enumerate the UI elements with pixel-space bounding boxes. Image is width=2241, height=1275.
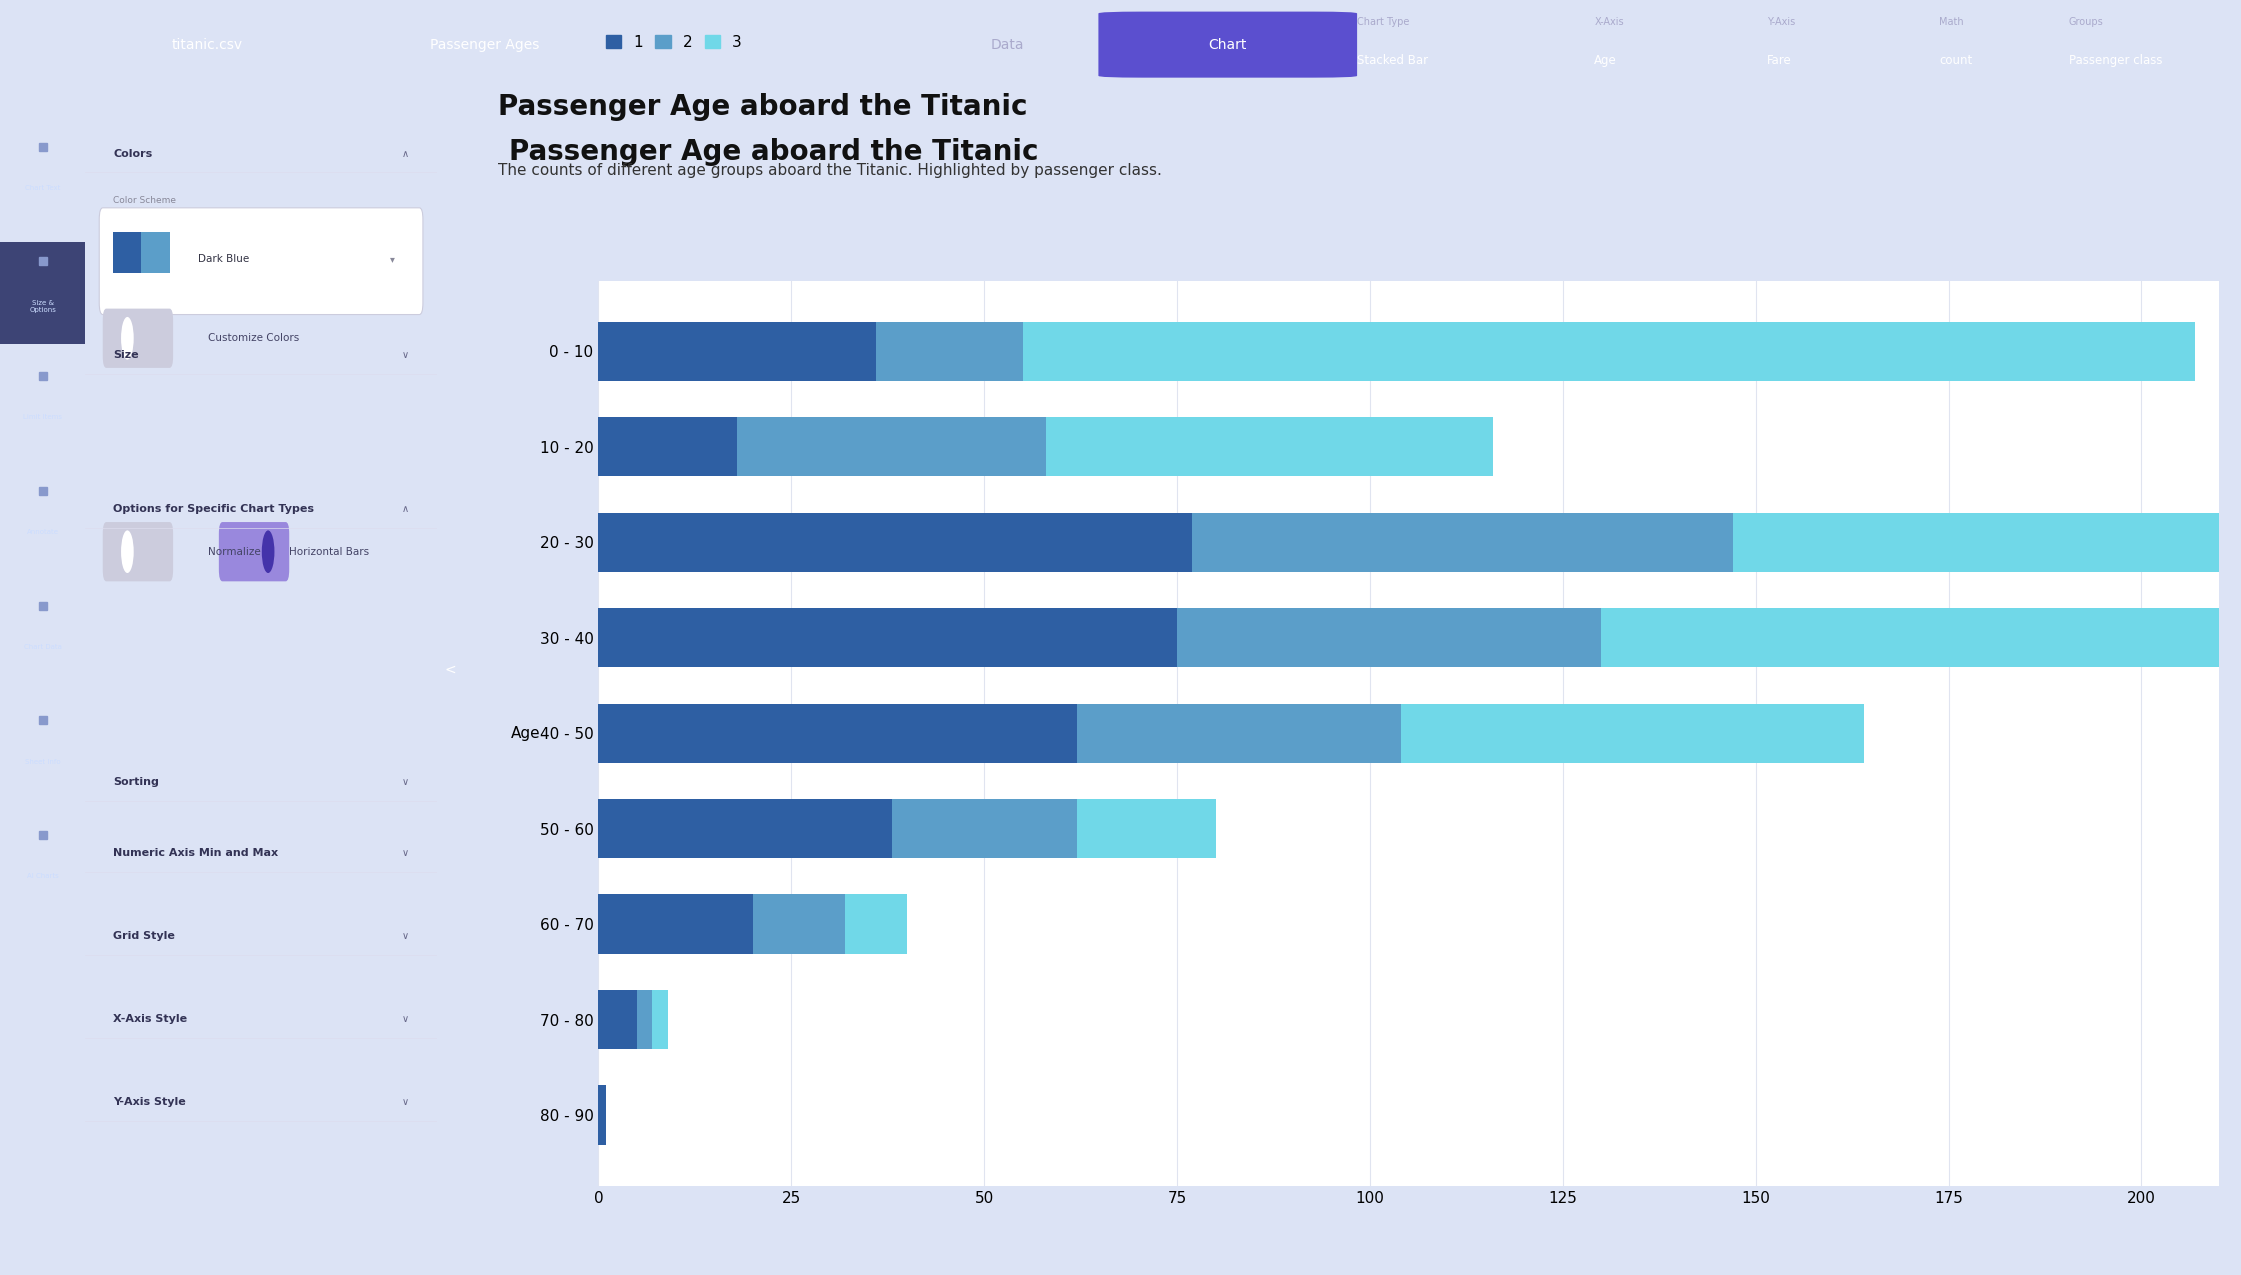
Text: Y-Axis Style: Y-Axis Style bbox=[114, 1096, 186, 1107]
FancyBboxPatch shape bbox=[99, 208, 424, 315]
Text: count: count bbox=[1938, 55, 1972, 68]
Text: ∨: ∨ bbox=[401, 931, 408, 941]
Text: Y-Axis: Y-Axis bbox=[1766, 18, 1795, 27]
Text: Numeric Axis Min and Max: Numeric Axis Min and Max bbox=[114, 848, 278, 858]
Circle shape bbox=[262, 530, 273, 572]
Bar bbox=[737, 417, 1047, 477]
Circle shape bbox=[121, 317, 134, 360]
Text: <: < bbox=[444, 663, 457, 676]
Text: Passenger class: Passenger class bbox=[2068, 55, 2163, 68]
Text: Passenger Age aboard the Titanic: Passenger Age aboard the Titanic bbox=[498, 93, 1026, 121]
Bar bbox=[1177, 608, 1602, 667]
Text: Passenger Age aboard the Titanic: Passenger Age aboard the Titanic bbox=[509, 138, 1038, 166]
Text: Sorting: Sorting bbox=[114, 776, 159, 787]
Bar bbox=[845, 895, 908, 954]
Bar bbox=[114, 232, 141, 273]
Text: titanic.csv: titanic.csv bbox=[170, 38, 242, 51]
Bar bbox=[598, 417, 737, 477]
Text: Stacked Bar: Stacked Bar bbox=[1358, 55, 1428, 68]
Text: Grid Style: Grid Style bbox=[114, 931, 175, 941]
Bar bbox=[598, 1085, 605, 1145]
Text: The counts of different age groups aboard the Titanic. Highlighted by passenger : The counts of different age groups aboar… bbox=[498, 163, 1161, 179]
Text: Chart Type: Chart Type bbox=[1358, 18, 1410, 27]
Bar bbox=[753, 895, 845, 954]
Bar bbox=[636, 989, 652, 1049]
Text: Passenger Ages: Passenger Ages bbox=[430, 38, 540, 51]
Bar bbox=[598, 608, 1177, 667]
Text: Math: Math bbox=[1938, 18, 1963, 27]
Text: Options for Specific Chart Types: Options for Specific Chart Types bbox=[114, 504, 314, 514]
Text: Dark Blue: Dark Blue bbox=[197, 254, 249, 264]
Text: ∨: ∨ bbox=[401, 1096, 408, 1107]
Bar bbox=[598, 895, 753, 954]
Bar bbox=[598, 321, 876, 381]
FancyBboxPatch shape bbox=[103, 521, 173, 581]
Text: Size: Size bbox=[114, 351, 139, 360]
Bar bbox=[598, 799, 892, 858]
Bar bbox=[892, 799, 1076, 858]
FancyBboxPatch shape bbox=[103, 309, 173, 368]
Bar bbox=[1076, 799, 1215, 858]
Text: Customize Colors: Customize Colors bbox=[208, 333, 300, 343]
Text: AI Charts: AI Charts bbox=[27, 873, 58, 880]
Bar bbox=[1732, 513, 2241, 571]
Text: Data: Data bbox=[991, 38, 1024, 51]
Legend: 1, 2, 3: 1, 2, 3 bbox=[605, 34, 742, 50]
Text: Colors: Colors bbox=[114, 149, 152, 158]
Text: ∨: ∨ bbox=[401, 848, 408, 858]
Text: Fare: Fare bbox=[1766, 55, 1791, 68]
Bar bbox=[1022, 321, 2196, 381]
Text: ∧: ∧ bbox=[401, 149, 408, 158]
Bar bbox=[876, 321, 1022, 381]
Text: Age: Age bbox=[1593, 55, 1618, 68]
Text: Groups: Groups bbox=[2068, 18, 2104, 27]
Bar bbox=[141, 232, 170, 273]
Bar bbox=[598, 704, 1076, 762]
FancyBboxPatch shape bbox=[1098, 11, 1358, 78]
Text: Size &
Options: Size & Options bbox=[29, 300, 56, 312]
Bar bbox=[1047, 417, 1493, 477]
Circle shape bbox=[121, 530, 134, 572]
Text: ▾: ▾ bbox=[390, 254, 394, 264]
Text: Normalize: Normalize bbox=[208, 547, 260, 557]
Bar bbox=[598, 513, 1192, 571]
Text: X-Axis: X-Axis bbox=[1593, 18, 1625, 27]
Text: Limit Items: Limit Items bbox=[22, 414, 63, 421]
Text: ∨: ∨ bbox=[401, 351, 408, 360]
Text: Chart Data: Chart Data bbox=[25, 644, 61, 650]
Bar bbox=[1602, 608, 2241, 667]
Text: ∨: ∨ bbox=[401, 1014, 408, 1024]
Bar bbox=[1401, 704, 1865, 762]
Text: Color Scheme: Color Scheme bbox=[114, 196, 177, 205]
Text: ∧: ∧ bbox=[401, 504, 408, 514]
Bar bbox=[1076, 704, 1401, 762]
Text: Horizontal Bars: Horizontal Bars bbox=[289, 547, 370, 557]
Text: ∨: ∨ bbox=[401, 776, 408, 787]
Text: Chart Text: Chart Text bbox=[25, 185, 61, 191]
FancyBboxPatch shape bbox=[220, 521, 289, 581]
Bar bbox=[652, 989, 668, 1049]
Text: Annotate: Annotate bbox=[27, 529, 58, 536]
Y-axis label: Age: Age bbox=[511, 725, 540, 741]
Text: Chart: Chart bbox=[1208, 38, 1246, 51]
Text: X-Axis Style: X-Axis Style bbox=[114, 1014, 188, 1024]
Text: Sheet Info: Sheet Info bbox=[25, 759, 61, 765]
Bar bbox=[0, 242, 85, 344]
Bar bbox=[1192, 513, 1732, 571]
Bar bbox=[598, 989, 636, 1049]
